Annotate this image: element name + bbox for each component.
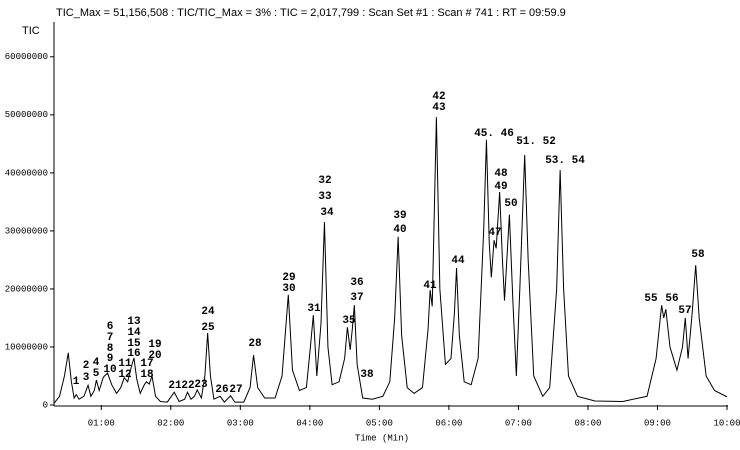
peak-label: 15 xyxy=(127,338,141,350)
x-tick-label: 05:00 xyxy=(366,418,393,428)
peak-label: 14 xyxy=(127,327,141,339)
peak-label: 18 xyxy=(140,369,154,381)
x-tick-label: 04:00 xyxy=(296,418,323,428)
peak-label: 34 xyxy=(320,207,334,219)
peak-label: 10 xyxy=(103,364,116,376)
y-tick-label: 60000000 xyxy=(5,52,48,62)
peak-label: 49 xyxy=(494,181,507,193)
peak-label: 16 xyxy=(127,348,140,360)
peak-label: 58 xyxy=(691,249,705,261)
peak-label: 32 xyxy=(318,175,331,187)
peak-label: 45. 46 xyxy=(474,128,514,140)
chart-title: TIC_Max = 51,156,508 : TIC/TIC_Max = 3% … xyxy=(56,7,566,19)
x-axis-label: Time (Min) xyxy=(355,433,409,443)
peak-label: 6 xyxy=(107,321,114,333)
peak-label: 41 xyxy=(423,280,437,292)
x-tick-label: 08:00 xyxy=(574,418,601,428)
peak-label: 2 xyxy=(83,360,90,372)
peak-label: 3 xyxy=(83,372,90,384)
y-tick-label: 30000000 xyxy=(5,226,48,236)
peak-label: 7 xyxy=(107,332,114,344)
peak-label: 5 xyxy=(93,368,100,380)
peak-label: 48 xyxy=(494,168,508,180)
peak-label: 53. 54 xyxy=(545,155,585,167)
y-axis-label: TIC xyxy=(22,25,40,37)
peak-label: 38 xyxy=(360,369,374,381)
peak-label: 30 xyxy=(282,283,295,295)
peak-label: 28 xyxy=(248,338,262,350)
x-tick-label: 07:00 xyxy=(505,418,532,428)
peak-label: 21 xyxy=(168,380,182,392)
peak-label: 24 xyxy=(201,306,215,318)
peak-label: 27 xyxy=(229,384,242,396)
peak-label: 51. 52 xyxy=(516,136,556,148)
peak-label: 20 xyxy=(148,350,161,362)
peak-label: 55 xyxy=(644,293,658,305)
peak-label: 36 xyxy=(350,277,363,289)
peak-label: 47 xyxy=(488,227,501,239)
peak-label: 1 xyxy=(73,376,80,388)
x-tick-label: 09:00 xyxy=(644,418,671,428)
peak-label: 4 xyxy=(93,357,100,369)
x-tick-label: 10:00 xyxy=(713,418,740,428)
peak-label: 17 xyxy=(140,358,153,370)
peak-label: 8 xyxy=(107,343,114,355)
y-tick-label: 20000000 xyxy=(5,284,48,294)
peak-label: 19 xyxy=(148,339,161,351)
peak-label: 23 xyxy=(194,379,208,391)
x-tick-label: 06:00 xyxy=(435,418,462,428)
y-tick-label: 0 xyxy=(43,400,48,410)
peak-label: 11 xyxy=(118,358,132,370)
peak-label: 43 xyxy=(432,102,446,114)
peak-label: 13 xyxy=(127,316,141,328)
y-tick-label: 40000000 xyxy=(5,168,48,178)
peak-label: 37 xyxy=(350,292,363,304)
peak-label: 29 xyxy=(282,272,295,284)
peak-label: 56 xyxy=(665,293,678,305)
peak-label: 9 xyxy=(107,353,114,365)
x-tick-label: 03:00 xyxy=(227,418,254,428)
peak-label: 57 xyxy=(678,305,691,317)
y-tick-label: 50000000 xyxy=(5,110,48,120)
peak-label: 22 xyxy=(181,380,194,392)
peak-label: 26 xyxy=(215,384,228,396)
peak-label: 35 xyxy=(342,315,356,327)
tic-trace xyxy=(53,117,728,404)
peak-label: 25 xyxy=(201,322,215,334)
peak-label: 39 xyxy=(393,210,406,222)
peak-label: 42 xyxy=(432,91,445,103)
peak-label: 31 xyxy=(307,303,321,315)
peak-label: 12 xyxy=(118,369,131,381)
peak-label: 50 xyxy=(504,198,517,210)
peak-label: 40 xyxy=(393,224,406,236)
y-tick-label: 10000000 xyxy=(5,342,48,352)
x-tick-label: 02:00 xyxy=(157,418,184,428)
peak-label: 33 xyxy=(318,191,332,203)
x-tick-label: 01:00 xyxy=(88,418,115,428)
peak-label: 44 xyxy=(451,255,465,267)
